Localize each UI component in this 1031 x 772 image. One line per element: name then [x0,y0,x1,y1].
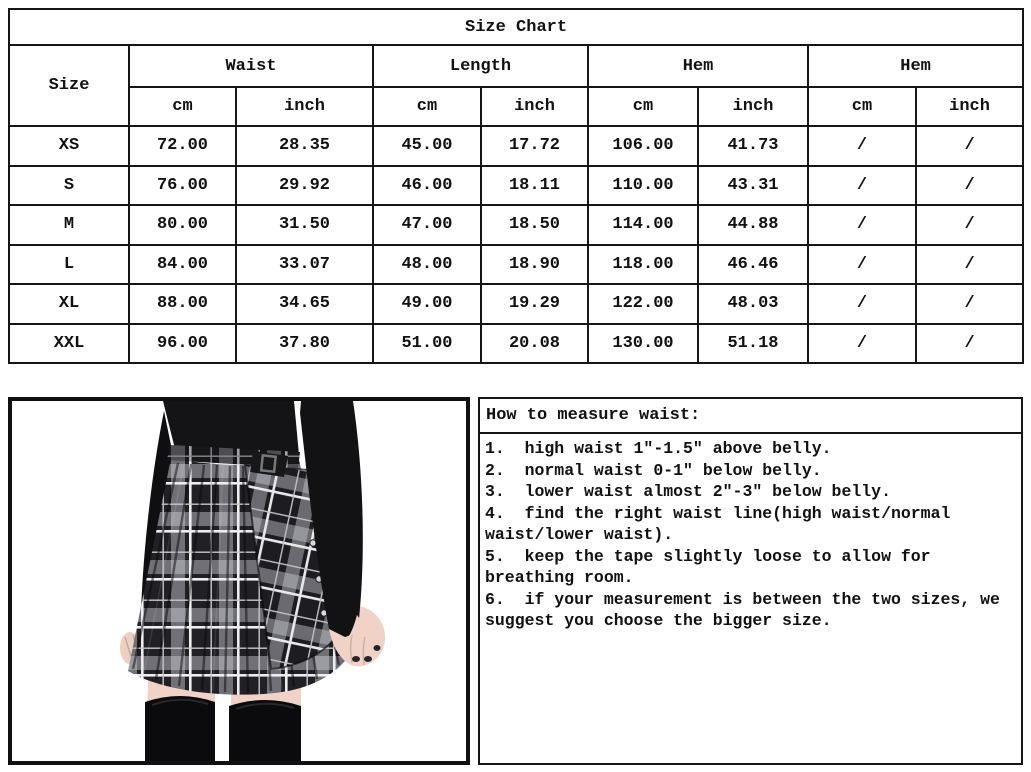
value-cell: / [807,283,917,325]
value-cell: 114.00 [587,204,699,246]
table-row: M 80.00 31.50 47.00 18.50 114.00 44.88 /… [8,204,1025,246]
value-cell: 46.00 [372,164,482,206]
value-cell: 20.08 [480,322,589,364]
value-cell: / [807,204,917,246]
value-cell: 28.35 [235,125,374,167]
value-cell: 51.00 [372,322,482,364]
value-cell: 46.46 [697,243,809,285]
value-cell: 48.00 [372,243,482,285]
column-group-hem-2: Hem [806,44,1025,88]
unit-header: inch [914,86,1025,127]
value-cell: 17.72 [480,125,589,167]
unit-header: inch [480,86,589,127]
value-cell: 80.00 [128,204,237,246]
unit-header: inch [697,86,809,127]
table-row: XS 72.00 28.35 45.00 17.72 106.00 41.73 … [8,125,1025,167]
measure-guide-line: breathing room. [485,568,634,587]
value-cell: / [914,164,1025,206]
value-cell: 47.00 [372,204,482,246]
column-group-hem: Hem [587,44,809,88]
measure-guide-line: 6. if your measurement is between the tw… [485,589,1000,609]
value-cell: / [807,322,917,364]
value-cell: 29.92 [235,164,374,206]
measure-guide-heading: How to measure waist: [480,399,1021,434]
value-cell: 96.00 [128,322,237,364]
size-cell: S [8,164,130,206]
value-cell: 18.50 [480,204,589,246]
value-cell: 31.50 [235,204,374,246]
value-cell: 19.29 [480,283,589,325]
value-cell: / [914,204,1025,246]
value-cell: 43.31 [697,164,809,206]
column-group-waist: Waist [128,44,374,88]
measure-guide-line: 5. keep the tape slightly loose to allow… [485,546,931,566]
measure-guide-panel: How to measure waist: 1. high waist 1″-1… [478,397,1023,765]
value-cell: 122.00 [587,283,699,325]
value-cell: / [807,125,917,167]
product-photo-skirt-illustration [120,401,386,761]
unit-header: inch [235,86,374,127]
value-cell: / [807,243,917,285]
measure-guide-line: 2. normal waist 0-1″ below belly. [485,460,822,480]
value-cell: 33.07 [235,243,374,285]
size-cell: XL [8,283,130,325]
size-cell: XXL [8,322,130,364]
value-cell: 48.03 [697,283,809,325]
column-header-size: Size [8,44,130,127]
value-cell: 51.18 [697,322,809,364]
size-cell: M [8,204,130,246]
value-cell: 18.11 [480,164,589,206]
size-chart-table: Size Chart Size Waist Length Hem Hem cm … [7,8,1025,364]
table-row: XXL 96.00 37.80 51.00 20.08 130.00 51.18… [8,322,1025,364]
table-row: XL 88.00 34.65 49.00 19.29 122.00 48.03 … [8,283,1025,325]
value-cell: 88.00 [128,283,237,325]
value-cell: / [914,283,1025,325]
value-cell: 18.90 [480,243,589,285]
value-cell: / [914,125,1025,167]
value-cell: / [807,164,917,206]
size-cell: L [8,243,130,285]
measure-guide-line: 4. find the right waist line(high waist/… [485,503,951,523]
value-cell: / [914,322,1025,364]
value-cell: 106.00 [587,125,699,167]
table-row: L 84.00 33.07 48.00 18.90 118.00 46.46 /… [8,243,1025,285]
table-row: S 76.00 29.92 46.00 18.11 110.00 43.31 /… [8,164,1025,206]
table-title: Size Chart [7,8,1025,46]
unit-header: cm [587,86,699,127]
value-cell: 45.00 [372,125,482,167]
column-group-length: Length [372,44,589,88]
value-cell: 49.00 [372,283,482,325]
measure-guide-body: 1. high waist 1″-1.5″ above belly. 2. no… [480,434,1021,632]
value-cell: / [914,243,1025,285]
unit-header: cm [807,86,917,127]
measure-guide-line: 3. lower waist almost 2″-3″ below belly. [485,482,891,501]
value-cell: 110.00 [587,164,699,206]
measure-guide-line: suggest you choose the bigger size. [485,611,832,630]
value-cell: 76.00 [128,164,237,206]
value-cell: 130.00 [587,322,699,364]
value-cell: 41.73 [697,125,809,167]
value-cell: 44.88 [697,204,809,246]
unit-header: cm [128,86,237,127]
value-cell: 118.00 [587,243,699,285]
product-photo-frame [8,397,470,765]
size-cell: XS [8,125,130,167]
value-cell: 37.80 [235,322,374,364]
value-cell: 84.00 [128,243,237,285]
value-cell: 72.00 [128,125,237,167]
measure-guide-line: 1. high waist 1″-1.5″ above belly. [485,439,832,458]
value-cell: 34.65 [235,283,374,325]
measure-guide-line: waist/lower waist). [485,525,674,544]
unit-header: cm [372,86,482,127]
